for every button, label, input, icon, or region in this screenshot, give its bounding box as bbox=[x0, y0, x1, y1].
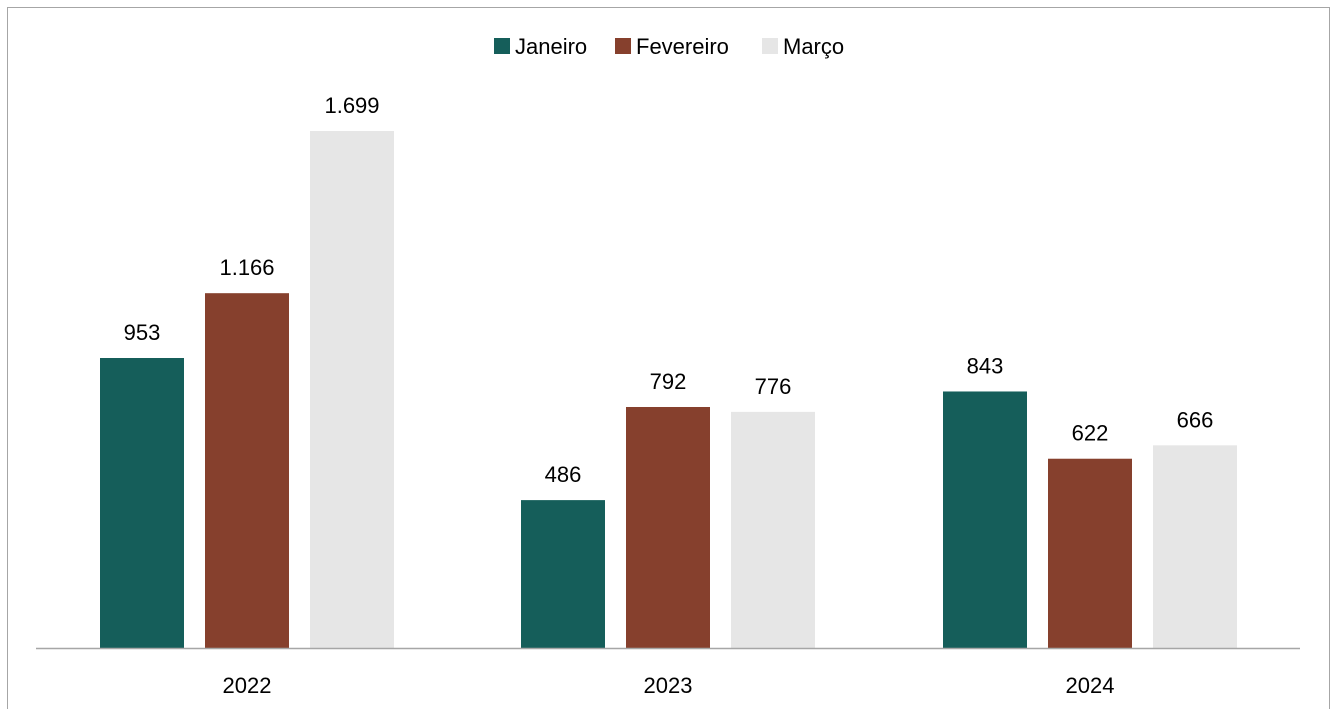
bar-março-2024 bbox=[1153, 445, 1237, 648]
legend-swatch-fevereiro bbox=[615, 38, 631, 54]
category-label-2022: 2022 bbox=[223, 673, 272, 698]
bar-janeiro-2024 bbox=[943, 391, 1027, 648]
data-label-março-2023: 776 bbox=[755, 374, 792, 399]
bar-fevereiro-2024 bbox=[1048, 458, 1132, 648]
legend-swatch-janeiro bbox=[494, 38, 510, 54]
data-label-março-2022: 1.699 bbox=[324, 93, 379, 118]
bar-março-2023 bbox=[731, 411, 815, 648]
legend-swatch-março bbox=[762, 38, 778, 54]
bar-fevereiro-2022 bbox=[205, 293, 289, 648]
data-label-janeiro-2023: 486 bbox=[545, 462, 582, 487]
data-label-janeiro-2022: 953 bbox=[124, 320, 161, 345]
bar-janeiro-2022 bbox=[100, 358, 184, 648]
category-label-2023: 2023 bbox=[644, 673, 693, 698]
bar-janeiro-2023 bbox=[521, 500, 605, 648]
bars bbox=[100, 131, 1237, 648]
data-label-fevereiro-2022: 1.166 bbox=[219, 255, 274, 280]
category-label-2024: 2024 bbox=[1066, 673, 1115, 698]
data-label-fevereiro-2024: 622 bbox=[1072, 421, 1109, 446]
legend: Janeiro Fevereiro Março bbox=[494, 34, 844, 59]
bar-fevereiro-2023 bbox=[626, 406, 710, 648]
category-labels: 2022 2023 2024 bbox=[223, 673, 1115, 698]
data-label-janeiro-2024: 843 bbox=[967, 353, 1004, 378]
data-label-fevereiro-2023: 792 bbox=[650, 369, 687, 394]
bar-março-2022 bbox=[310, 131, 394, 648]
legend-label-março: Março bbox=[783, 34, 844, 59]
legend-label-fevereiro: Fevereiro bbox=[636, 34, 729, 59]
legend-label-janeiro: Janeiro bbox=[515, 34, 587, 59]
data-labels: 953 1.166 1.699 486 792 776 843 622 666 bbox=[124, 93, 1214, 487]
data-label-março-2024: 666 bbox=[1177, 407, 1214, 432]
